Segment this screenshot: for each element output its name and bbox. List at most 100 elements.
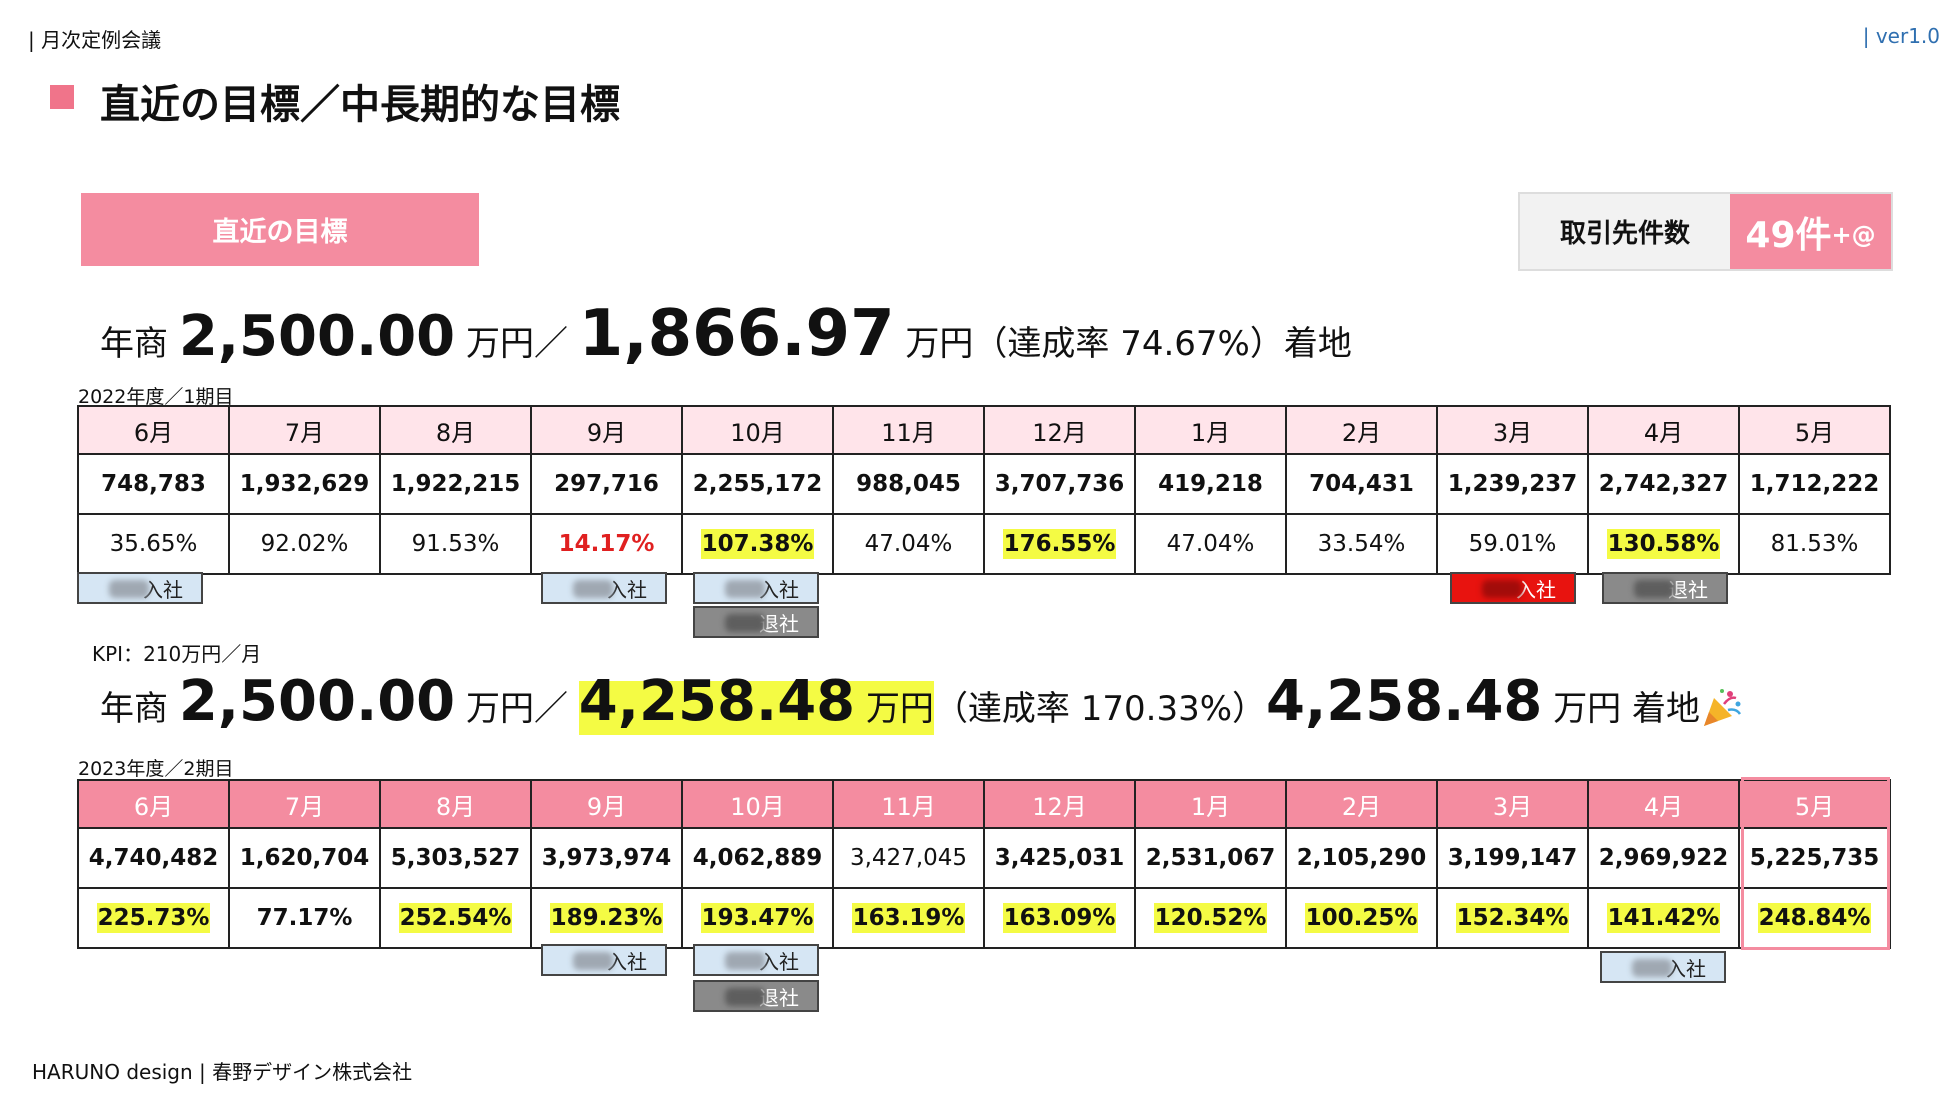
join-tag: 入社	[1600, 951, 1726, 983]
year-label-2023: 2023年度／2期目	[78, 758, 234, 780]
rate-cell: 152.34%	[1436, 887, 1589, 949]
value-cell: 1,620,704	[228, 827, 381, 889]
month-row: 6月 7月 8月 9月 10月 11月 12月 1月 2月 3月 4月 5月	[77, 779, 1891, 829]
rate-cell-text: 100.25%	[1304, 903, 1419, 933]
month-cell-text: 7月	[284, 792, 325, 821]
rate-cell: 163.19%	[832, 887, 985, 949]
value-cell-text: 3,425,031	[994, 845, 1125, 871]
rate-cell: 163.09%	[983, 887, 1136, 949]
rate-cell: 35.65%	[77, 513, 230, 575]
join-tag: 入社	[693, 944, 819, 976]
month-cell: 11月	[832, 779, 985, 829]
value-cell-text: 3,199,147	[1447, 845, 1578, 871]
summary-prefix: 年商	[100, 324, 168, 364]
tag-label: 入社	[759, 577, 799, 602]
month-cell-text: 8月	[435, 792, 476, 821]
value-cell-text: 5,303,527	[390, 845, 521, 871]
month-cell-text: 9月	[586, 418, 627, 447]
rate-cell-text: 176.55%	[1002, 529, 1117, 559]
value-cell: 4,062,889	[681, 827, 834, 889]
rate-cell-text: 33.54%	[1317, 531, 1406, 557]
rate-row: 35.65% 92.02% 91.53% 14.17% 107.38% 47.04% 176…	[77, 513, 1891, 575]
summary-target: 2,500.00	[178, 669, 456, 734]
value-cell-text: 1,712,222	[1749, 471, 1880, 497]
value-cell-text: 1,620,704	[239, 845, 370, 871]
month-cell-text: 4月	[1643, 792, 1684, 821]
join-tag-alert: 入社	[1450, 572, 1576, 604]
value-cell-text: 2,531,067	[1145, 845, 1276, 871]
leave-tag: 退社	[693, 606, 819, 638]
rate-cell-text: 225.73%	[96, 903, 211, 933]
value-cell: 3,199,147	[1436, 827, 1589, 889]
recent-goal-pill: 直近の目標	[81, 193, 479, 266]
rate-cell: 81.53%	[1738, 513, 1891, 575]
month-cell: 8月	[379, 405, 532, 455]
year-label-2022: 2022年度／1期目	[78, 386, 234, 408]
rate-cell: 120.52%	[1134, 887, 1287, 949]
month-cell: 5月	[1738, 779, 1891, 829]
rate-cell-text: 47.04%	[864, 531, 953, 557]
month-cell: 9月	[530, 405, 683, 455]
rate-cell: 47.04%	[832, 513, 985, 575]
month-cell: 6月	[77, 779, 230, 829]
value-cell: 988,045	[832, 453, 985, 515]
month-cell-text: 11月	[881, 418, 936, 447]
month-cell: 5月	[1738, 405, 1891, 455]
month-cell-text: 5月	[1794, 792, 1835, 821]
month-cell: 2月	[1285, 405, 1438, 455]
name-blur	[725, 988, 765, 1006]
kpi-label: KPI：210万円／月	[92, 642, 262, 666]
rate-cell: 91.53%	[379, 513, 532, 575]
month-row: 6月 7月 8月 9月 10月 11月 12月 1月 2月 3月 4月 5月	[77, 405, 1891, 455]
value-row: 748,783 1,932,629 1,922,215 297,716 2,255,17…	[77, 453, 1891, 515]
value-cell: 704,431	[1285, 453, 1438, 515]
rate-cell: 225.73%	[77, 887, 230, 949]
month-cell-text: 9月	[586, 792, 627, 821]
meeting-label: | 月次定例会議	[28, 28, 162, 52]
tag-label: 退社	[1668, 577, 1708, 602]
name-blur	[1634, 580, 1674, 598]
value-cell-text: 297,716	[554, 471, 659, 497]
value-cell-text: 2,969,922	[1598, 845, 1729, 871]
month-cell: 6月	[77, 405, 230, 455]
name-blur	[573, 580, 613, 598]
rate-cell-text: 189.23%	[549, 903, 664, 933]
summary-actual: 1,866.97	[578, 297, 895, 371]
summary-unit: 万円／	[465, 689, 568, 729]
summary-landing-text: 着地	[1632, 689, 1700, 729]
value-cell-text: 4,740,482	[88, 845, 219, 871]
rate-cell: 141.42%	[1587, 887, 1740, 949]
month-cell: 3月	[1436, 405, 1589, 455]
month-cell-text: 4月	[1643, 418, 1684, 447]
join-tag: 入社	[541, 944, 667, 976]
client-count-suffix: +@	[1831, 220, 1876, 249]
value-cell-text: 1,922,215	[390, 471, 521, 497]
current-month-highlight	[1741, 777, 1890, 950]
name-blur	[725, 614, 765, 632]
client-count-value: 49件 +@	[1730, 194, 1891, 269]
month-cell: 10月	[681, 405, 834, 455]
rate-cell: 248.84%	[1738, 887, 1891, 949]
value-cell: 748,783	[77, 453, 230, 515]
tag-label: 退社	[759, 611, 799, 636]
month-cell-text: 8月	[435, 418, 476, 447]
footer-company: HARUNO design | 春野デザイン株式会社	[32, 1060, 413, 1084]
value-cell: 1,712,222	[1738, 453, 1891, 515]
name-blur	[109, 580, 149, 598]
value-cell-text: 988,045	[856, 471, 961, 497]
tag-label: 入社	[1666, 956, 1706, 981]
value-cell: 2,105,290	[1285, 827, 1438, 889]
name-blur	[573, 952, 613, 970]
leave-tag: 退社	[693, 980, 819, 1012]
month-cell: 8月	[379, 779, 532, 829]
rate-cell: 33.54%	[1285, 513, 1438, 575]
tag-label: 入社	[1516, 577, 1556, 602]
summary-rate: （達成率 170.33%）	[933, 689, 1267, 729]
rate-cell-text: 152.34%	[1455, 903, 1570, 933]
month-cell-text: 5月	[1794, 418, 1835, 447]
summary-2023: 年商 2,500.00 万円／ 4,258.48 万円（達成率 170.33%）…	[100, 674, 1744, 736]
leave-tag: 退社	[1602, 572, 1728, 604]
value-cell-text: 3,973,974	[541, 845, 672, 871]
name-blur	[725, 580, 765, 598]
summary-unit: 万円／	[465, 324, 568, 364]
